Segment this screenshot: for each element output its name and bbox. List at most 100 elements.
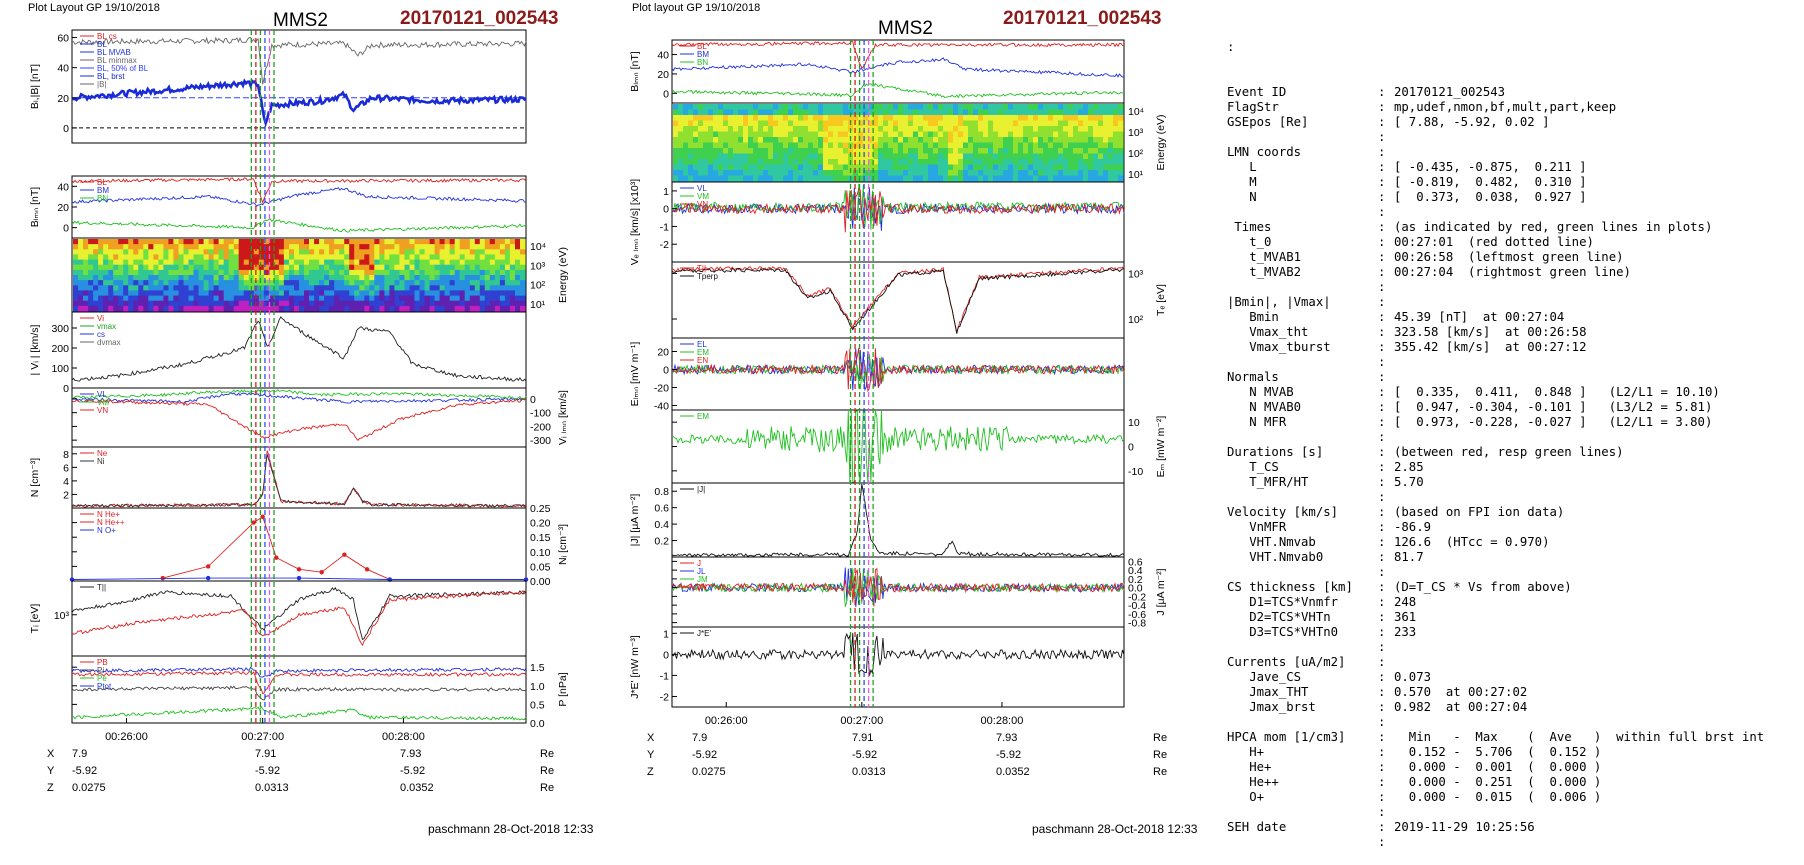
spectrogram-cell <box>953 164 959 171</box>
spectrogram-cell <box>424 244 431 250</box>
spectrogram-cell <box>520 275 526 281</box>
left-panel-L2-tick-label: 20 <box>57 202 69 214</box>
spectrogram-cell <box>958 137 964 144</box>
spectrogram-cell <box>103 249 109 255</box>
spectrogram-cell <box>1098 131 1104 138</box>
spectrogram-cell <box>153 275 159 281</box>
spectrogram-cell <box>813 170 819 177</box>
spectrogram-cell <box>504 295 511 302</box>
spectrogram-cell <box>823 148 829 155</box>
spectrogram-cell <box>464 259 471 266</box>
spectrogram-cell <box>88 280 94 286</box>
spectrogram-cell <box>449 285 456 291</box>
spectrogram-cell <box>758 126 764 133</box>
spectrogram-cell <box>938 131 944 138</box>
spectrogram-cell <box>359 254 365 261</box>
spectrogram-cell <box>193 264 200 271</box>
spectrogram-cell <box>123 300 129 307</box>
spectrogram-cell <box>198 285 205 291</box>
spectrogram-cell <box>813 104 819 111</box>
spectrogram-cell <box>515 300 521 307</box>
spectrogram-cell <box>733 131 739 138</box>
spectrogram-cell <box>798 164 804 171</box>
spectrogram-cell <box>968 153 974 160</box>
spectrogram-cell <box>703 126 709 133</box>
spectrogram-cell <box>1118 120 1124 127</box>
spectrogram-cell <box>414 295 421 302</box>
spectrogram-cell <box>848 170 854 177</box>
spectrogram-cell <box>294 264 300 271</box>
spectrogram-cell <box>1068 120 1074 127</box>
spectrogram-cell <box>1098 148 1104 155</box>
spectrogram-cell <box>798 104 804 111</box>
spectrogram-cell <box>1038 175 1044 182</box>
spectrogram-cell <box>1093 175 1099 182</box>
spectrogram-cell <box>158 305 164 312</box>
spectrogram-cell <box>349 254 355 261</box>
spectrogram-cell <box>1108 109 1114 116</box>
spectrogram-cell <box>78 254 84 261</box>
spectrogram-cell <box>334 290 340 297</box>
spectrogram-cell <box>409 254 416 261</box>
spectrogram-cell <box>1063 164 1069 171</box>
spectrogram-cell <box>823 137 829 144</box>
right-panel-R8-tick-label: 0.2 <box>1128 574 1143 586</box>
spectrogram-cell <box>198 249 205 255</box>
info-colon: : <box>1378 265 1386 279</box>
spectrogram-cell <box>898 120 904 127</box>
spectrogram-cell <box>1038 142 1044 149</box>
spectrogram-cell <box>703 170 709 177</box>
left-panel-L2-series-bl <box>71 177 527 204</box>
spectrogram-cell <box>113 259 119 266</box>
spectrogram-cell <box>1053 164 1059 171</box>
spectrogram-cell <box>1098 170 1104 177</box>
spectrogram-cell <box>873 137 879 144</box>
spectrogram-cell <box>479 280 486 286</box>
left-panel-L4-frame <box>71 311 527 389</box>
spectrogram-cell <box>253 300 260 307</box>
spectrogram-cell <box>414 259 421 266</box>
left-panel-L9-legend-entry: Pe <box>97 674 107 683</box>
spectrogram-cell <box>78 269 84 276</box>
spectrogram-cell <box>1043 164 1049 171</box>
spectrogram-cell <box>474 249 481 255</box>
spectrogram-cell <box>153 264 159 271</box>
spectrogram-cell <box>1058 104 1064 111</box>
spectrogram-cell <box>753 131 759 138</box>
spectrogram-cell <box>763 164 769 171</box>
spectrogram-cell <box>344 300 350 307</box>
spectrogram-cell <box>248 275 255 281</box>
spectrogram-cell <box>414 239 421 245</box>
spectrogram-cell <box>409 290 416 297</box>
spectrogram-cell <box>228 249 235 255</box>
spectrogram-cell <box>1093 170 1099 177</box>
spectrogram-cell <box>938 109 944 116</box>
spectrogram-cell <box>404 239 411 245</box>
spectrogram-cell <box>509 290 516 297</box>
spectrogram-cell <box>394 264 400 271</box>
spectrogram-cell <box>968 148 974 155</box>
spectrogram-cell <box>798 170 804 177</box>
spectrogram-cell <box>118 285 124 291</box>
spectrogram-cell <box>713 126 719 133</box>
right-panel-R5-series-em <box>671 353 1125 390</box>
spectrogram-cell <box>788 131 794 138</box>
left-panel-L5-series-vn <box>71 398 527 441</box>
spectrogram-cell <box>499 295 506 302</box>
spectrogram-cell <box>73 300 79 307</box>
spectrogram-cell <box>188 254 195 261</box>
spectrogram-cell <box>349 290 355 297</box>
spectrogram-cell <box>783 115 789 122</box>
spectrogram-cell <box>404 244 411 250</box>
right-panel-R3-frame <box>671 181 1125 263</box>
spectrogram-cell <box>504 300 511 307</box>
spectrogram-cell <box>708 153 714 160</box>
left-panel-L1-legend-entry: |B| <box>97 80 107 89</box>
spectrogram-cell <box>228 264 235 271</box>
spectrogram-cell <box>863 126 869 133</box>
spectrogram-cell <box>963 137 969 144</box>
spectrogram-cell <box>738 175 744 182</box>
spectrogram-cell <box>918 153 924 160</box>
info-row: |Bmin|, |Vmax|: <box>1227 295 1797 310</box>
spectrogram-cell <box>168 244 174 250</box>
